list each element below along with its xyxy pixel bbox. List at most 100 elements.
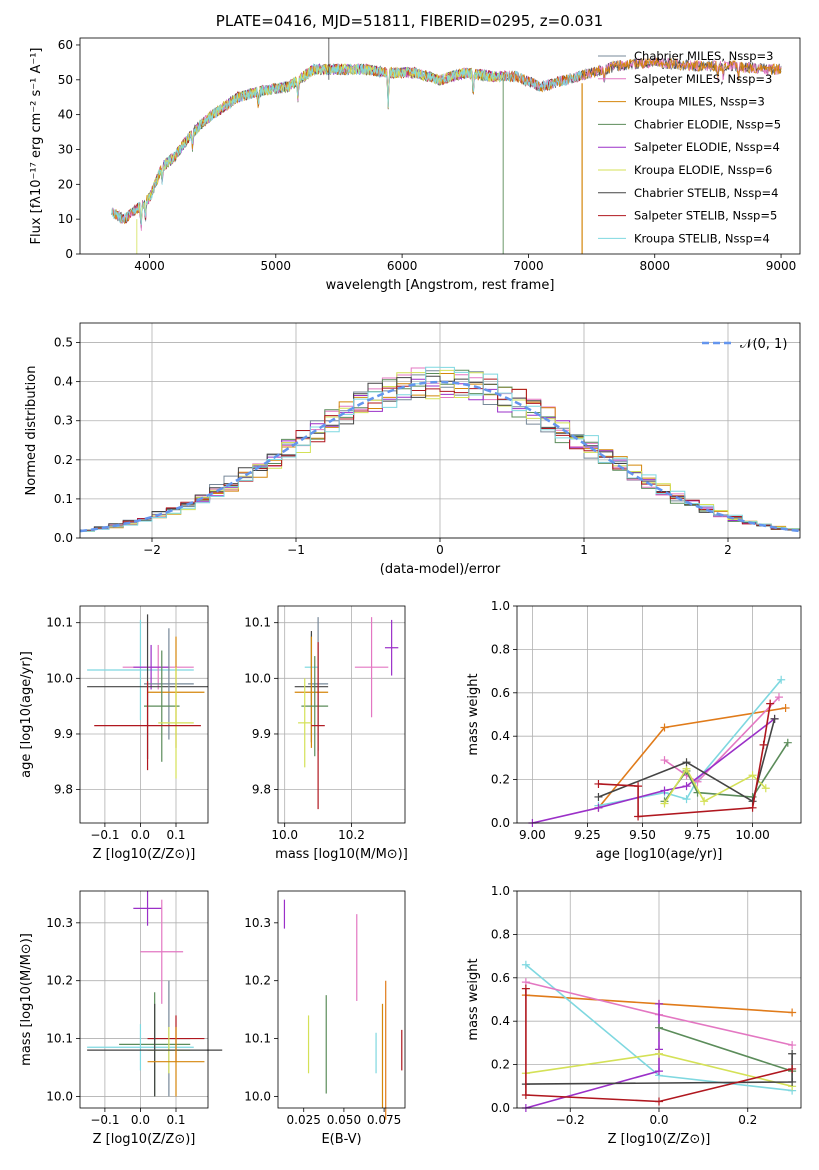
x-tick-label: 0.0: [131, 1113, 150, 1127]
errorbar-point: [354, 617, 389, 718]
weight-marker: [594, 792, 603, 801]
x-tick-label: 5000: [261, 259, 292, 273]
x-tick-label: 9.00: [519, 828, 546, 842]
y-tick-label: 40: [58, 108, 73, 122]
y-tick-label: 1.0: [491, 599, 510, 613]
axes-frame: [516, 890, 802, 1109]
weight-line: [598, 703, 771, 818]
axes-frame: [79, 890, 209, 1109]
y-tick-label: 0.4: [491, 1014, 510, 1028]
y-axis-label: age [log10(age/yr)]: [19, 651, 34, 778]
weight-marker: [655, 999, 663, 1008]
weight-marker: [761, 784, 770, 793]
x-tick-label: 9000: [766, 259, 797, 273]
x-axis-label: Z [log10(Z/Z⊙)]: [608, 1132, 711, 1147]
axes-frame: [277, 605, 406, 824]
x-tick-label: 0: [436, 543, 444, 557]
x-axis-label: (data-model)/error: [380, 562, 501, 577]
y-tick-label: 0.2: [54, 453, 73, 467]
errorbar-point: [87, 1003, 223, 1097]
weight-marker: [788, 1041, 797, 1050]
x-tick-label: −0.2: [556, 1113, 585, 1127]
x-tick-label: 10.0: [271, 828, 298, 842]
weight-marker: [594, 803, 603, 812]
legend-label: Salpeter STELIB, Nssp=5: [634, 209, 777, 223]
y-tick-label: 30: [58, 142, 73, 156]
errorbar-point: [87, 1024, 194, 1071]
weight-marker: [777, 675, 786, 684]
panel-mass_vs_Z: −0.1 0.0 0.1 10.0 10.1 10.2 10.3 Z [log10(Z/Z⊙)…: [19, 890, 223, 1147]
weight-marker: [521, 1090, 530, 1099]
y-tick-label: 0.0: [54, 531, 73, 545]
weight-marker: [748, 771, 757, 780]
weight-marker: [788, 1064, 797, 1073]
axes-frame: [79, 37, 801, 255]
y-tick-label: 9.8: [252, 783, 271, 797]
x-tick-label: 8000: [639, 259, 670, 273]
errorbar-point: [87, 619, 194, 721]
y-tick-label: 0.4: [54, 375, 73, 389]
x-tick-label: 10.00: [735, 828, 769, 842]
errorbar-point: [133, 644, 169, 690]
errorbar-point: [133, 891, 162, 926]
legend-label: Salpeter MILES, Nssp=3: [634, 72, 772, 86]
panel-spectrum: 4000 5000 6000 7000 8000 9000 0 10 20 30 40 50 60 wav…: [29, 37, 801, 293]
legend-label: Kroupa STELIB, Nssp=4: [634, 231, 770, 245]
y-tick-label: 1.0: [491, 884, 510, 898]
y-tick-label: 10.2: [244, 974, 271, 988]
legend-label: Kroupa ELODIE, Nssp=6: [634, 163, 772, 177]
y-tick-label: 0.2: [491, 773, 510, 787]
x-tick-label: 9.50: [629, 828, 656, 842]
x-axis-label: E(B-V): [321, 1132, 361, 1147]
weight-marker: [788, 1008, 797, 1017]
y-tick-label: 0.6: [491, 971, 510, 985]
errorbar-point: [311, 642, 325, 810]
weight-marker: [634, 782, 643, 791]
panel-age_vs_Z: −0.1 0.0 0.1 9.8 9.9 10.0 10.1 Z [log10(Z/Z⊙)] a…: [19, 605, 209, 862]
y-tick-label: 10: [58, 212, 73, 226]
y-tick-label: 0.8: [491, 642, 510, 656]
y-tick-label: 9.9: [54, 727, 73, 741]
y-tick-label: 0: [65, 247, 73, 261]
legend-label: Kroupa MILES, Nssp=3: [634, 95, 765, 109]
x-axis-label: Z [log10(Z/Z⊙)]: [93, 847, 196, 862]
weight-marker: [634, 812, 643, 821]
spectrum-series-6: [111, 57, 782, 229]
weight-marker: [660, 786, 669, 795]
weight-marker: [660, 799, 669, 808]
y-tick-label: 10.0: [244, 1089, 271, 1103]
x-tick-label: 0.050: [327, 1113, 361, 1127]
legend-label: 𝒩(0, 1): [740, 337, 787, 352]
weight-marker: [655, 1097, 663, 1106]
weight-marker: [700, 797, 709, 806]
weight-marker: [770, 714, 779, 723]
weight-marker: [774, 693, 783, 702]
errorbar-point: [294, 636, 329, 748]
weight-marker: [759, 740, 768, 749]
y-tick-label: 20: [58, 177, 73, 191]
y-tick-label: 0.1: [54, 492, 73, 506]
weight-marker: [783, 738, 792, 747]
axes-frame: [79, 605, 209, 824]
x-tick-label: −0.1: [90, 828, 119, 842]
errorbar-point: [140, 899, 184, 1004]
errorbar-point: [147, 1026, 205, 1097]
panel-mass_vs_ebv: 0.025 0.050 0.075 10.0 10.1 10.2 10.3 E(B-V): [244, 890, 406, 1147]
spectrum-series-8: [111, 63, 582, 226]
x-tick-label: −1: [287, 543, 305, 557]
weight-line: [525, 988, 793, 1103]
weight-line: [532, 718, 776, 823]
x-tick-label: 10.2: [338, 828, 365, 842]
x-tick-label: 0.025: [287, 1113, 321, 1127]
weight-marker: [594, 779, 603, 788]
y-tick-label: 0.2: [491, 1058, 510, 1072]
legend-label: Chabrier MILES, Nssp=3: [634, 49, 773, 63]
y-axis-label: Flux [fλ10⁻¹⁷ erg cm⁻² s⁻¹ A⁻¹]: [29, 48, 44, 245]
residual-histogram-8: [80, 366, 800, 532]
y-axis-label: mass weight: [466, 958, 481, 1040]
y-tick-label: 10.3: [46, 916, 73, 930]
x-tick-label: −2: [143, 543, 161, 557]
x-tick-label: 2: [724, 543, 732, 557]
errorbar-point: [94, 681, 201, 771]
